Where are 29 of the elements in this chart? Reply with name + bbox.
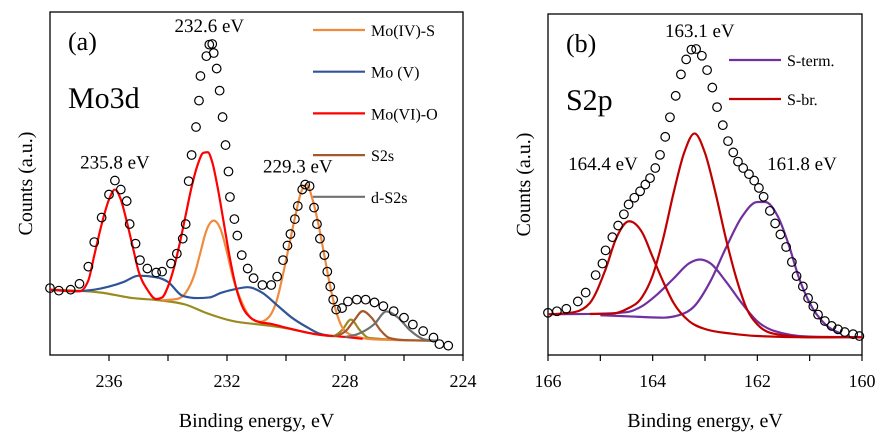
legend-label: Mo (V) <box>371 64 420 82</box>
x-axis-title: Binding energy, eV <box>627 410 784 432</box>
annotation: 164.4 eV <box>568 154 638 175</box>
annotation: 163.1 eV <box>664 21 735 42</box>
legend-label: S2s <box>371 148 394 166</box>
x-tick-label: 166 <box>534 371 562 391</box>
annotation: 229.3 eV <box>262 156 333 178</box>
y-axis-title: Counts (a.u.) <box>15 132 37 236</box>
x-tick-label: 160 <box>848 371 876 391</box>
legend-label: Mo(IV)-S <box>371 23 435 40</box>
annotation: (a) <box>68 27 97 56</box>
annotation: 232.6 eV <box>174 16 244 37</box>
legend-label: Mo(VI)-O <box>371 106 438 124</box>
legend-label: d-S2s <box>371 190 408 207</box>
legend-label: S-br. <box>787 92 818 109</box>
x-axis-title: Binding energy, eV <box>178 410 335 432</box>
annotation: (b) <box>566 29 596 58</box>
annotation: 235.8 eV <box>80 152 150 174</box>
x-tick-label: 232 <box>214 371 240 391</box>
y-axis-title: Counts (a.u.) <box>513 132 535 236</box>
annotation: Mo3d <box>68 82 140 115</box>
x-tick-label: 224 <box>450 371 476 391</box>
x-tick-label: 162 <box>744 371 771 391</box>
legend-label: S-term. <box>787 53 835 70</box>
annotation: S2p <box>566 84 613 117</box>
x-tick-label: 236 <box>96 371 122 391</box>
x-tick-label: 228 <box>332 371 358 391</box>
annotation: 161.8 eV <box>767 154 838 175</box>
x-tick-label: 164 <box>639 371 666 391</box>
